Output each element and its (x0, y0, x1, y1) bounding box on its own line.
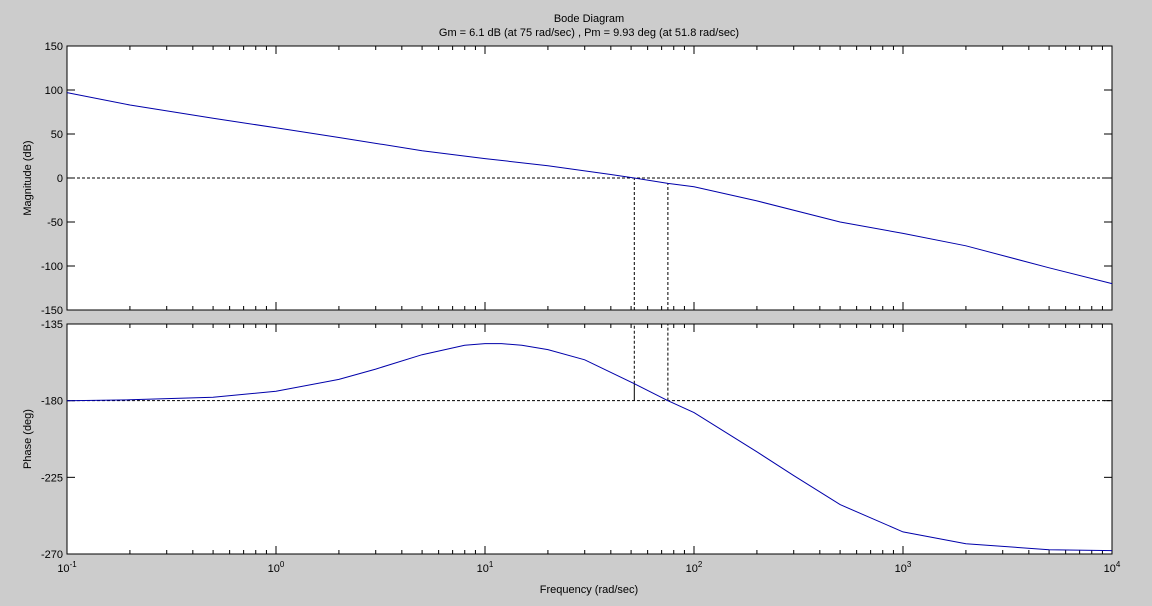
chart-title: Bode Diagram (554, 13, 624, 25)
x-tick-label: 102 (686, 560, 703, 575)
chart-subtitle: Gm = 6.1 dB (at 75 rad/sec) , Pm = 9.93 … (439, 27, 739, 39)
y-tick-label: -100 (41, 261, 63, 273)
y-tick-label: 0 (57, 173, 63, 185)
x-tick-label: 104 (1104, 560, 1121, 575)
phase-plot-marks: -270 -225 -180 -135 10-1 100 101 102 103 104 (41, 319, 1121, 575)
y-tick-label: -50 (47, 217, 63, 229)
magnitude-plot-marks: -150 -100 -50 0 50 100 150 (41, 41, 1113, 317)
phase-axes (66, 323, 1113, 555)
y-tick-label: -225 (41, 472, 63, 484)
y-tick-label: -270 (41, 549, 63, 561)
x-tick-label: 10-1 (57, 560, 77, 575)
xlabel: Frequency (rad/sec) (540, 584, 638, 596)
y-tick-label: -150 (41, 305, 63, 317)
phase-ylabel: Phase (deg) (22, 409, 34, 469)
y-tick-label: -135 (41, 319, 63, 331)
x-tick-label: 103 (895, 560, 912, 575)
y-tick-label: 50 (51, 129, 63, 141)
y-tick-label: 100 (45, 85, 63, 97)
x-tick-label: 101 (477, 560, 494, 575)
magnitude-ylabel: Magnitude (dB) (22, 140, 34, 215)
data-series-line (66, 343, 1113, 552)
x-tick-label: 100 (268, 560, 285, 575)
y-tick-label: 150 (45, 41, 63, 53)
y-tick-label: -180 (41, 396, 63, 408)
data-series-line (66, 92, 1113, 285)
